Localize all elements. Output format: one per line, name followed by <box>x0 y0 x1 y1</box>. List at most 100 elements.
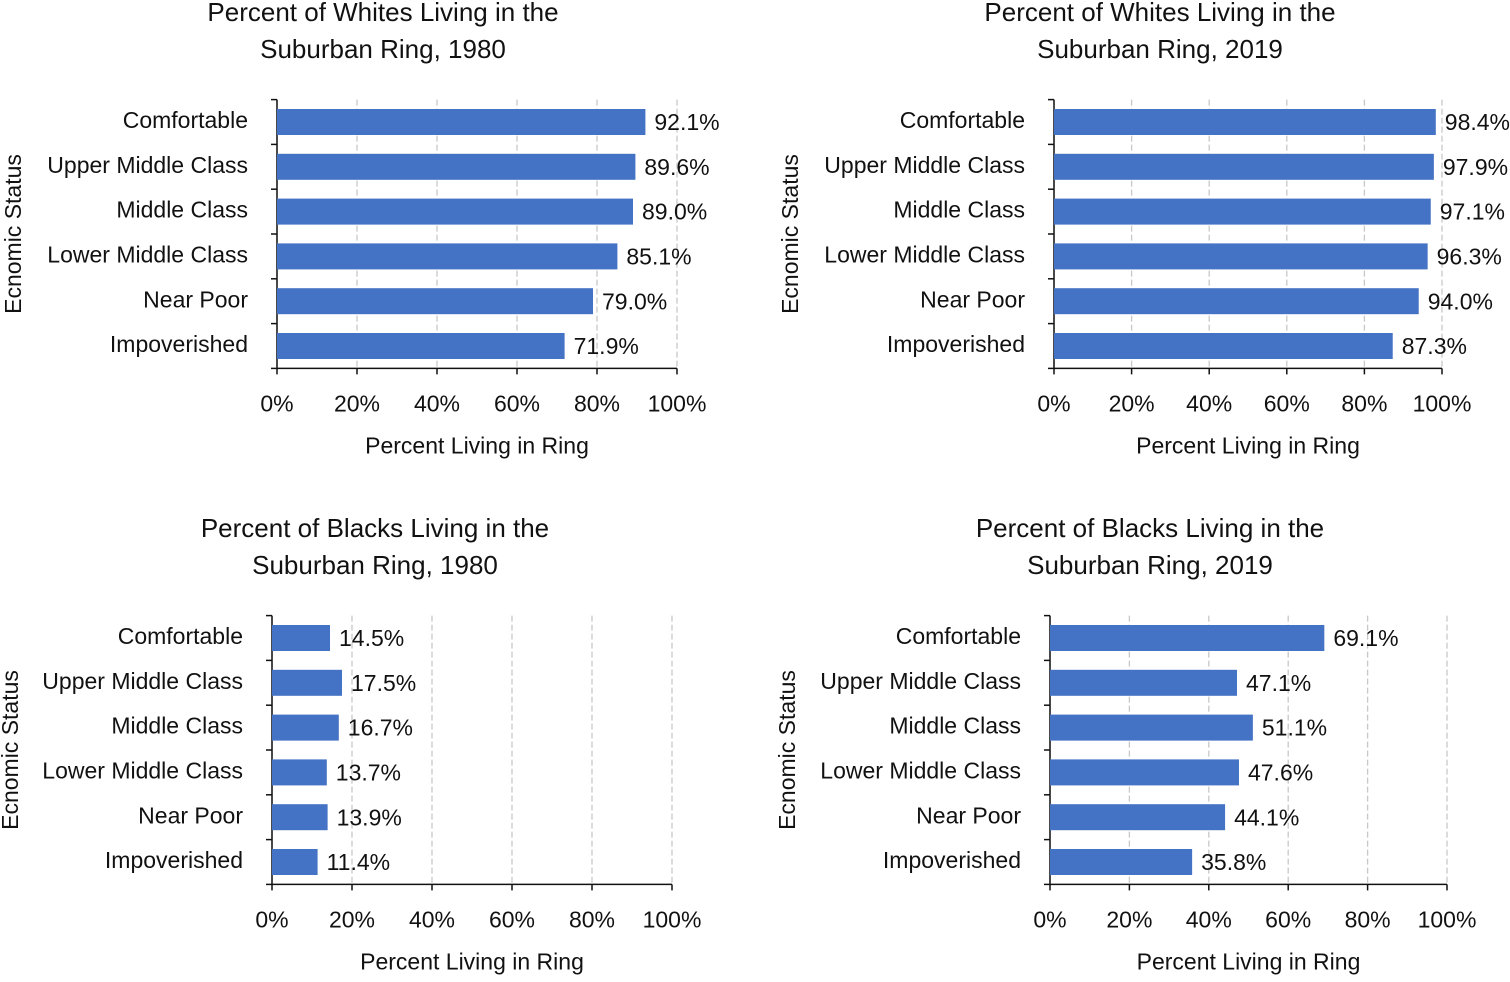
value-label: 89.0% <box>642 199 707 225</box>
bar <box>272 714 339 741</box>
x-tick-label: 40% <box>409 906 455 932</box>
x-tick-label: 20% <box>1106 906 1152 932</box>
x-tick-label: 80% <box>569 906 615 932</box>
value-label: 98.4% <box>1445 109 1510 135</box>
title-line: Suburban Ring, 1980 <box>252 550 498 580</box>
y-tick-label: Near Poor <box>916 802 1021 828</box>
x-tick-label: 100% <box>1413 390 1472 416</box>
bar <box>272 804 328 831</box>
bar <box>1050 625 1325 651</box>
x-tick-label: 20% <box>1109 390 1155 416</box>
y-tick-label: Upper Middle Class <box>820 668 1021 694</box>
value-label: 96.3% <box>1437 243 1502 269</box>
bar <box>272 849 318 875</box>
x-tick-label: 40% <box>1186 390 1232 416</box>
x-tick-label: 80% <box>574 390 620 416</box>
bar <box>277 288 593 315</box>
y-tick-label: Comfortable <box>900 107 1025 133</box>
value-label: 69.1% <box>1333 625 1398 651</box>
chart-panel: Percent of Whites Living in the Suburban … <box>0 0 720 458</box>
x-axis-title: Percent Living in Ring <box>360 948 584 974</box>
bar <box>272 669 342 696</box>
title-line: Suburban Ring, 1980 <box>260 34 506 64</box>
y-tick-label: Lower Middle Class <box>824 241 1025 267</box>
x-tick-label: 20% <box>329 906 375 932</box>
y-tick-label: Lower Middle Class <box>42 757 243 783</box>
value-label: 89.6% <box>644 154 709 180</box>
title-line: Percent of Whites Living in the <box>984 0 1335 27</box>
value-label: 71.9% <box>574 333 639 359</box>
bar <box>1054 288 1419 315</box>
bar <box>272 759 327 786</box>
x-tick-label: 60% <box>1265 906 1311 932</box>
chart-panel: Percent of Blacks Living in the Suburban … <box>774 513 1476 975</box>
chart-title: Percent of Blacks Living in the Suburban … <box>976 513 1324 580</box>
x-tick-label: 60% <box>1264 390 1310 416</box>
title-line: Suburban Ring, 2019 <box>1037 34 1283 64</box>
y-tick-label: Comfortable <box>118 623 243 649</box>
bar <box>1050 849 1193 875</box>
x-tick-label: 40% <box>414 390 460 416</box>
x-tick-label: 60% <box>494 390 540 416</box>
value-label: 35.8% <box>1201 849 1266 875</box>
bar <box>1054 198 1431 225</box>
title-line: Percent of Blacks Living in the <box>976 513 1324 543</box>
y-tick-label: Impoverished <box>887 331 1025 357</box>
x-tick-label: 100% <box>643 906 702 932</box>
title-line: Percent of Whites Living in the <box>207 0 558 27</box>
y-tick-label: Middle Class <box>889 713 1021 739</box>
x-tick-label: 80% <box>1345 906 1391 932</box>
y-axis-title: Ecnomic Status <box>0 154 26 314</box>
y-tick-label: Upper Middle Class <box>824 152 1025 178</box>
y-axis-title: Ecnomic Status <box>777 154 803 314</box>
chart-title: Percent of Whites Living in the Suburban … <box>984 0 1335 64</box>
value-label: 92.1% <box>654 109 719 135</box>
bar <box>1054 153 1434 180</box>
bar <box>1050 759 1239 786</box>
x-axis-title: Percent Living in Ring <box>365 432 589 458</box>
bar <box>1050 714 1253 741</box>
x-tick-label: 60% <box>489 906 535 932</box>
y-tick-label: Impoverished <box>105 847 243 873</box>
y-tick-label: Lower Middle Class <box>820 757 1021 783</box>
y-tick-label: Lower Middle Class <box>47 241 248 267</box>
value-label: 16.7% <box>348 715 413 741</box>
bar <box>1050 804 1226 831</box>
y-tick-label: Middle Class <box>893 197 1025 223</box>
value-label: 87.3% <box>1402 333 1467 359</box>
value-label: 97.9% <box>1443 154 1508 180</box>
y-tick-label: Upper Middle Class <box>42 668 243 694</box>
x-tick-label: 0% <box>1037 390 1070 416</box>
y-tick-label: Comfortable <box>896 623 1021 649</box>
value-label: 47.6% <box>1248 759 1313 785</box>
value-label: 97.1% <box>1440 199 1505 225</box>
value-label: 51.1% <box>1262 715 1327 741</box>
x-tick-label: 0% <box>255 906 288 932</box>
y-tick-label: Middle Class <box>116 197 248 223</box>
y-tick-label: Impoverished <box>110 331 248 357</box>
bar <box>272 625 330 651</box>
bar <box>277 153 636 180</box>
value-label: 14.5% <box>339 625 404 651</box>
value-label: 85.1% <box>626 243 691 269</box>
y-tick-label: Comfortable <box>123 107 248 133</box>
x-tick-label: 40% <box>1186 906 1232 932</box>
y-tick-label: Upper Middle Class <box>47 152 248 178</box>
x-axis-title: Percent Living in Ring <box>1136 432 1360 458</box>
chart-title: Percent of Blacks Living in the Suburban … <box>201 513 549 580</box>
x-tick-label: 100% <box>1418 906 1477 932</box>
y-tick-label: Middle Class <box>111 713 243 739</box>
value-label: 44.1% <box>1234 804 1299 830</box>
value-label: 47.1% <box>1246 670 1311 696</box>
chart-title: Percent of Whites Living in the Suburban … <box>207 0 558 64</box>
value-label: 94.0% <box>1428 288 1493 314</box>
bar <box>277 198 633 225</box>
value-label: 11.4% <box>327 849 391 875</box>
x-tick-label: 0% <box>1033 906 1066 932</box>
bar <box>1054 109 1436 135</box>
chart-panel: Percent of Blacks Living in the Suburban … <box>0 513 701 975</box>
x-tick-label: 0% <box>260 390 293 416</box>
value-label: 13.7% <box>336 759 401 785</box>
y-tick-label: Near Poor <box>920 286 1025 312</box>
value-label: 17.5% <box>351 670 416 696</box>
